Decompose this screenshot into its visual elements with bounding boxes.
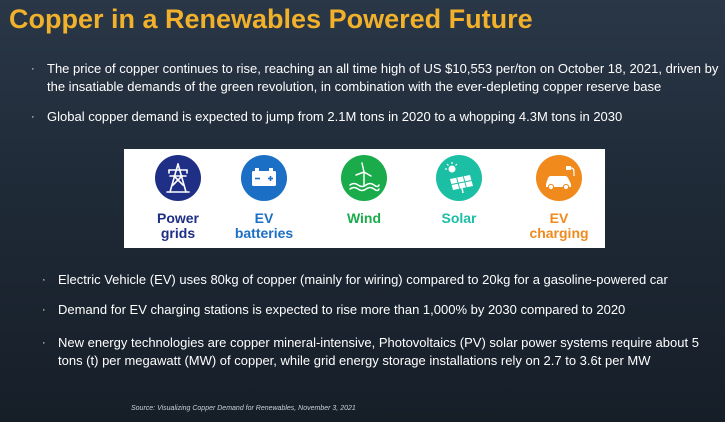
bullet-text: Electric Vehicle (EV) uses 80kg of coppe… (58, 272, 668, 287)
bullet-text: Global copper demand is expected to jump… (47, 109, 623, 124)
bullet-ev-copper: · Electric Vehicle (EV) uses 80kg of cop… (42, 271, 718, 289)
icon-label: Power grids (130, 211, 226, 241)
battery-icon (241, 155, 287, 201)
bullet-global-demand: · Global copper demand is expected to ju… (31, 108, 719, 126)
bullet-energy-tech: · New energy technologies are copper min… (42, 334, 718, 370)
wind-turbine-icon (341, 155, 387, 201)
icon-label-line1: Power (156, 210, 199, 226)
bullet-text: New energy technologies are copper miner… (58, 335, 699, 368)
icon-label-line2: batteries (234, 225, 294, 241)
bullet-text: Demand for EV charging stations is expec… (58, 302, 626, 317)
slide-title: Copper in a Renewables Powered Future (9, 4, 533, 34)
bullet-ev-charging-demand: · Demand for EV charging stations is exp… (42, 301, 718, 319)
bullet-marker: · (31, 63, 35, 75)
icon-label-line2: grids (160, 225, 196, 241)
icon-label: Wind (316, 211, 412, 226)
icon-label-line1: EV (549, 210, 569, 226)
icon-label-line1: EV (254, 210, 274, 226)
icon-item-solar: Solar (411, 149, 507, 248)
source-citation: Source: Visualizing Copper Demand for Re… (131, 405, 356, 412)
ev-charging-icon (536, 155, 582, 201)
power-tower-icon (155, 155, 201, 201)
bullet-copper-price: · The price of copper continues to rise,… (31, 60, 719, 96)
solar-panel-icon (436, 155, 482, 201)
icon-item-ev-batteries: EV batteries (216, 149, 312, 248)
icon-item-ev-charging: EV charging (511, 149, 607, 248)
bullet-text: The price of copper continues to rise, r… (47, 61, 719, 94)
bullet-marker: · (42, 274, 46, 286)
icon-label-line2: charging (529, 225, 589, 241)
icon-panel: Power grids EV batteries (124, 149, 605, 248)
bullet-marker: · (42, 337, 46, 349)
icon-label: Solar (411, 211, 507, 226)
icon-label-line1: Solar (441, 210, 477, 226)
icon-label: EV charging (511, 211, 607, 241)
icon-item-wind: Wind (316, 149, 412, 248)
bullet-marker: · (31, 111, 35, 123)
icon-label: EV batteries (216, 211, 312, 241)
icon-item-power-grids: Power grids (130, 149, 226, 248)
icon-label-line1: Wind (346, 210, 382, 226)
bullet-marker: · (42, 304, 46, 316)
